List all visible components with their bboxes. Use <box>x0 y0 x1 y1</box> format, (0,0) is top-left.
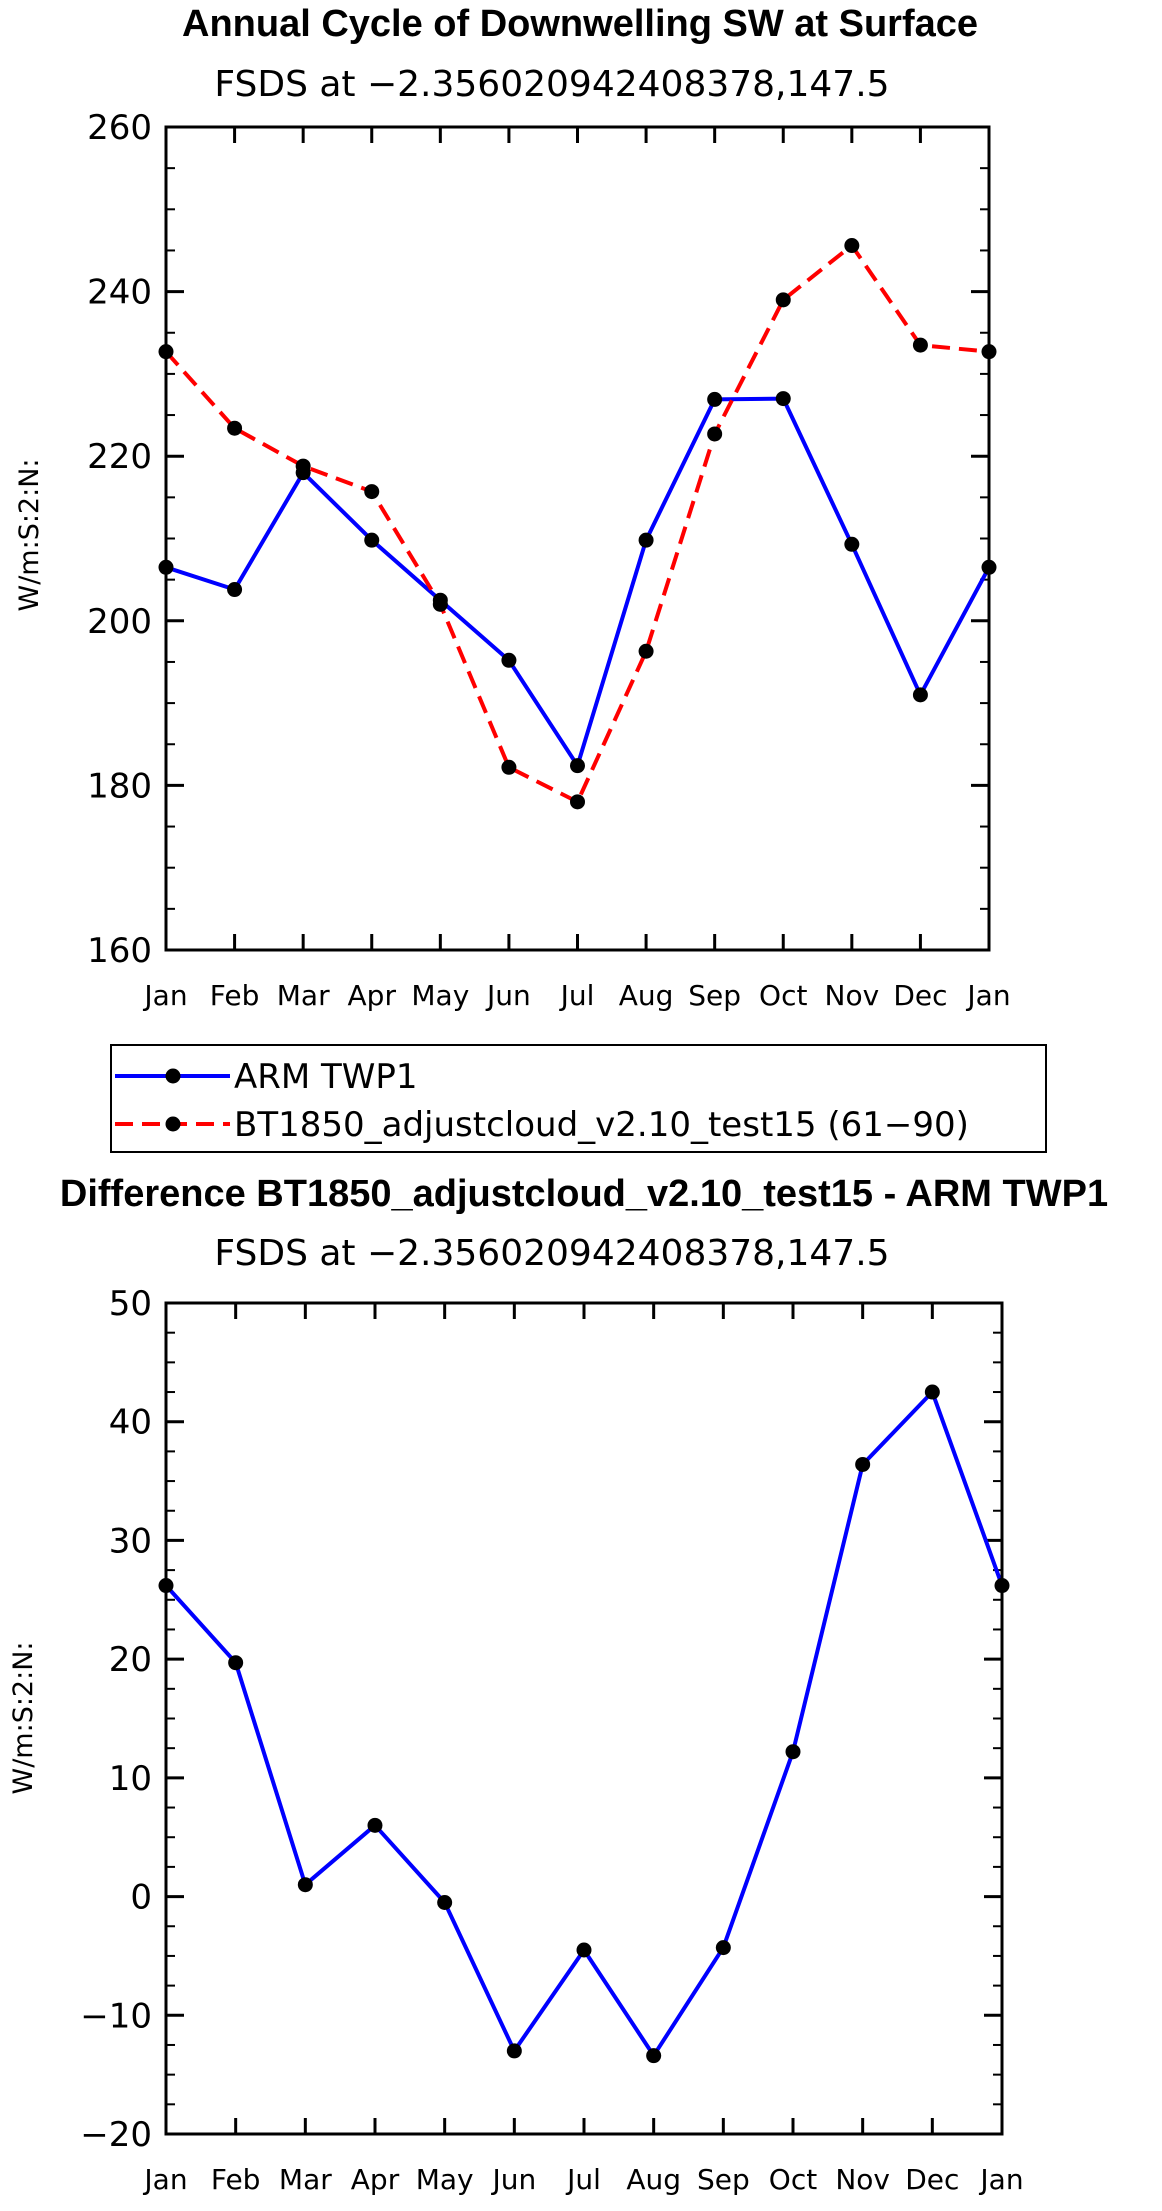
chart2-markers <box>158 1384 1010 2064</box>
chart1-data-point <box>638 643 654 659</box>
chart1-x-tick-label: Sep <box>688 979 741 1012</box>
chart2-x-tick-label: Oct <box>769 2163 817 2196</box>
chart1-axes: Jan Feb Mar Apr May Jun Jul Aug Sep Oct Nov Dec Jan 1… <box>87 108 1010 1012</box>
chart1-x-tick-label: Nov <box>825 979 880 1012</box>
legend-label-model: BT1850_adjustcloud_v2.10_test15 (61−90) <box>234 1105 969 1145</box>
chart2-y-tick-label: 10 <box>109 1759 152 1799</box>
chart2-x-tick-label: Jun <box>490 2163 536 2196</box>
chart2-data-point <box>437 1895 453 1911</box>
chart1-y-tick-label: 220 <box>87 437 152 477</box>
chart2-data-point <box>506 2043 522 2059</box>
chart1-subtitle: FSDS at −2.356020942408378,147.5 <box>214 64 889 105</box>
chart1-data-point <box>844 238 860 254</box>
chart1-x-tick-label: Mar <box>277 979 330 1012</box>
chart1-x-tick-label: Jul <box>559 979 595 1012</box>
chart2-y-tick-label: −20 <box>80 2115 152 2155</box>
chart1-data-point <box>501 652 517 668</box>
chart1-data-point <box>912 687 928 703</box>
chart2-data-point <box>228 1655 244 1671</box>
chart1-x-tick-label: May <box>411 979 469 1012</box>
chart1-y-tick-label: 260 <box>87 108 152 148</box>
chart2-data-point <box>646 2048 662 2064</box>
chart2-x-tick-label: Jan <box>142 2163 187 2196</box>
chart2-title: Difference BT1850_adjustcloud_v2.10_test… <box>60 1173 1108 1215</box>
chart1-data-point <box>570 794 585 810</box>
chart1-x-tick-label: Dec <box>893 979 947 1012</box>
chart1-x-tick-label: Aug <box>619 979 674 1012</box>
chart1-data-point <box>844 536 860 552</box>
chart2-data-point <box>855 1456 871 1472</box>
difference-chart: Difference BT1850_adjustcloud_v2.10_test… <box>8 1173 1108 2196</box>
annual-cycle-chart: Annual Cycle of Downwelling SW at Surfac… <box>14 3 1011 1012</box>
chart1-data-point <box>775 391 791 407</box>
chart1-y-tick-label: 160 <box>87 931 152 971</box>
chart1-x-tick-label: Apr <box>348 979 397 1012</box>
chart2-y-axis-label: W/m:S:2:N: <box>8 1642 39 1795</box>
legend-box <box>110 1044 1047 1153</box>
chart1-x-tick-label: Jan <box>965 979 1010 1012</box>
chart2-x-tick-label: Feb <box>211 2163 261 2196</box>
chart2-y-tick-label: −10 <box>80 1996 152 2036</box>
chart1-data-point <box>227 582 243 598</box>
chart1-y-tick-label: 200 <box>87 602 152 642</box>
chart2-x-tick-label: May <box>416 2163 474 2196</box>
chart1-data-point <box>707 391 723 407</box>
chart2-x-tick-label: Apr <box>351 2163 400 2196</box>
chart2-x-tick-label: Dec <box>905 2163 959 2196</box>
chart1-legend: ARM TWP1 BT1850_adjustcloud_v2.10_test15… <box>110 1044 1047 1153</box>
chart1-x-tick-label: Oct <box>759 979 807 1012</box>
chart1-plot-frame <box>164 125 991 952</box>
chart2-data-point <box>576 1942 592 1958</box>
chart2-data-point <box>715 1940 731 1956</box>
chart2-y-tick-label: 20 <box>109 1640 152 1680</box>
chart1-y-tick-label: 180 <box>87 766 152 806</box>
chart1-data-point <box>775 292 791 308</box>
chart2-axes: Jan Feb Mar Apr May Jun Jul Aug Sep Oct Nov Dec Jan −… <box>80 1284 1023 2196</box>
chart1-data-point <box>227 420 243 436</box>
chart1-data-point <box>570 758 585 774</box>
chart1-y-tick-label: 240 <box>87 273 152 313</box>
chart1-x-tick-label: Jan <box>142 979 187 1012</box>
chart2-data-point <box>924 1384 940 1400</box>
chart1-x-tick-label: Jun <box>485 979 531 1012</box>
chart2-x-tick-label: Sep <box>697 2163 750 2196</box>
chart2-y-tick-label: 40 <box>109 1403 152 1443</box>
chart1-data-point <box>638 532 654 548</box>
chart2-y-tick-label: 30 <box>109 1521 152 1561</box>
chart1-data-point <box>912 337 928 353</box>
chart2-data-point <box>297 1877 313 1893</box>
chart1-data-point <box>707 426 723 442</box>
chart2-x-tick-label: Mar <box>279 2163 332 2196</box>
chart1-title: Annual Cycle of Downwelling SW at Surfac… <box>182 3 978 45</box>
chart1-data-point <box>295 458 311 474</box>
legend-label-arm: ARM TWP1 <box>234 1057 418 1097</box>
chart2-x-tick-label: Jul <box>565 2163 601 2196</box>
chart1-data-point <box>364 532 380 548</box>
chart1-data-point <box>364 484 380 500</box>
chart2-x-tick-label: Aug <box>626 2163 681 2196</box>
chart1-data-point <box>432 596 448 612</box>
chart2-subtitle: FSDS at −2.356020942408378,147.5 <box>214 1233 889 1274</box>
chart1-data-point <box>501 759 517 775</box>
chart2-data-point <box>367 1817 383 1833</box>
chart1-y-axis-label: W/m:S:2:N: <box>14 459 45 612</box>
chart2-x-tick-label: Nov <box>835 2163 890 2196</box>
chart2-y-tick-label: 50 <box>109 1284 152 1324</box>
legend-marker-model <box>165 1116 181 1132</box>
chart1-x-tick-label: Feb <box>210 979 260 1012</box>
legend-marker-arm <box>165 1068 181 1084</box>
chart2-plot-frame <box>164 1301 1004 2136</box>
chart2-y-tick-label: 0 <box>130 1878 152 1918</box>
chart2-x-tick-label: Jan <box>978 2163 1023 2196</box>
chart2-data-point <box>785 1744 801 1760</box>
